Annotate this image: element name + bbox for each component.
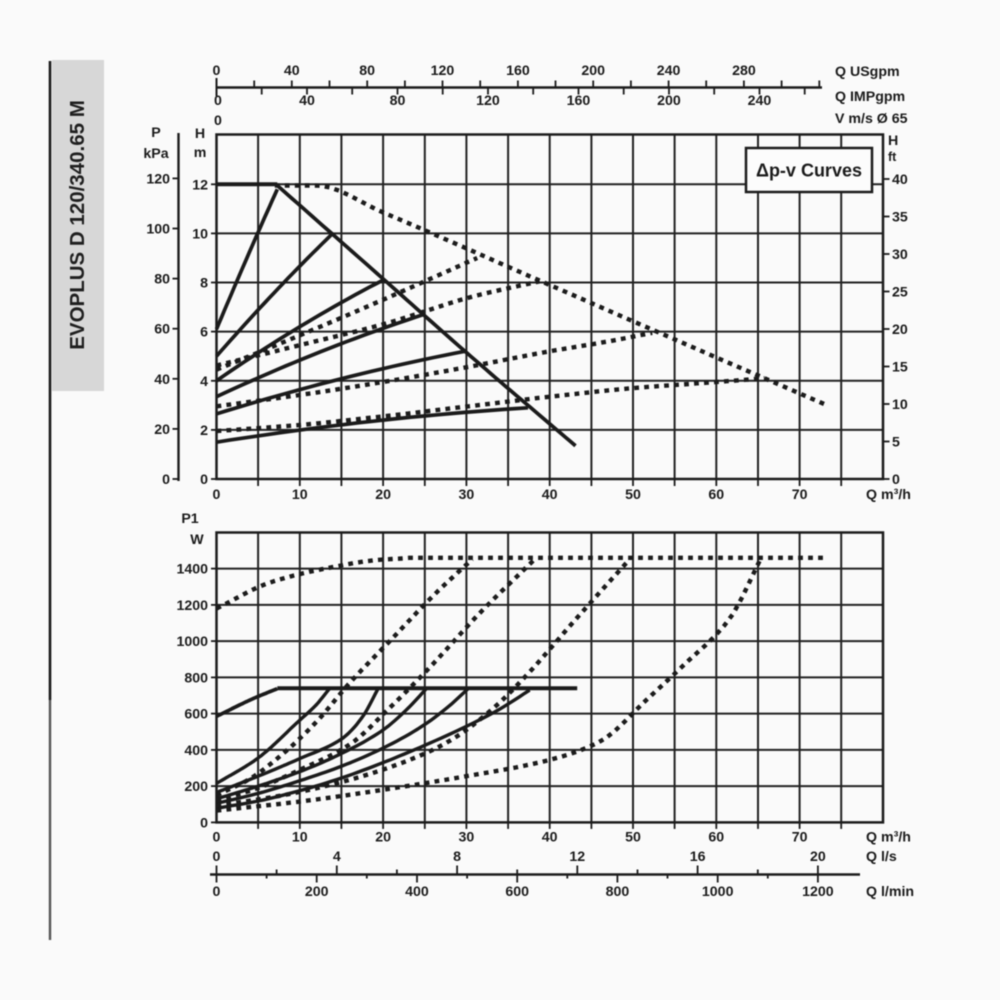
svg-text:ft: ft bbox=[888, 150, 897, 164]
svg-text:40: 40 bbox=[154, 372, 170, 388]
svg-text:20: 20 bbox=[154, 422, 170, 438]
svg-text:0: 0 bbox=[213, 63, 221, 79]
svg-text:P: P bbox=[151, 125, 160, 141]
svg-text:1400: 1400 bbox=[176, 562, 208, 578]
svg-text:240: 240 bbox=[657, 63, 681, 79]
svg-text:W: W bbox=[190, 532, 204, 548]
svg-text:70: 70 bbox=[792, 487, 808, 503]
svg-text:4: 4 bbox=[200, 374, 208, 390]
svg-text:1200: 1200 bbox=[802, 884, 834, 900]
svg-text:60: 60 bbox=[708, 830, 724, 846]
svg-text:120: 120 bbox=[476, 93, 500, 109]
svg-text:50: 50 bbox=[625, 830, 641, 846]
svg-text:30: 30 bbox=[459, 487, 475, 503]
svg-text:80: 80 bbox=[390, 93, 406, 109]
svg-text:Δp-v Curves: Δp-v Curves bbox=[756, 161, 862, 181]
svg-text:25: 25 bbox=[892, 285, 908, 301]
svg-text:200: 200 bbox=[657, 93, 681, 109]
svg-text:60: 60 bbox=[708, 487, 724, 503]
svg-text:600: 600 bbox=[505, 884, 529, 900]
svg-text:Q USgpm: Q USgpm bbox=[835, 64, 900, 80]
svg-text:40: 40 bbox=[299, 93, 315, 109]
svg-text:0: 0 bbox=[214, 93, 222, 109]
svg-text:280: 280 bbox=[732, 63, 756, 79]
svg-text:160: 160 bbox=[567, 93, 591, 109]
svg-text:0: 0 bbox=[214, 113, 222, 129]
svg-text:kPa: kPa bbox=[143, 146, 168, 162]
svg-text:4: 4 bbox=[333, 849, 341, 865]
svg-text:12: 12 bbox=[569, 849, 585, 865]
svg-text:15: 15 bbox=[892, 360, 908, 376]
svg-text:800: 800 bbox=[606, 884, 630, 900]
svg-text:12: 12 bbox=[192, 177, 208, 193]
svg-text:160: 160 bbox=[506, 63, 530, 79]
svg-text:400: 400 bbox=[184, 743, 208, 759]
svg-text:8: 8 bbox=[200, 276, 208, 292]
svg-text:30: 30 bbox=[459, 830, 475, 846]
svg-text:10: 10 bbox=[192, 226, 208, 242]
svg-text:10: 10 bbox=[292, 487, 308, 503]
svg-text:30: 30 bbox=[892, 247, 908, 263]
svg-text:100: 100 bbox=[146, 222, 170, 238]
svg-text:6: 6 bbox=[200, 325, 208, 341]
svg-text:10: 10 bbox=[892, 397, 908, 413]
svg-text:P1: P1 bbox=[181, 511, 198, 527]
svg-text:120: 120 bbox=[146, 171, 170, 187]
svg-text:0: 0 bbox=[213, 487, 221, 503]
svg-text:H: H bbox=[888, 133, 898, 149]
svg-text:1000: 1000 bbox=[702, 884, 734, 900]
svg-text:V m/s Ø 65: V m/s Ø 65 bbox=[835, 111, 908, 127]
svg-text:2: 2 bbox=[200, 423, 208, 439]
svg-text:0: 0 bbox=[892, 472, 900, 488]
svg-text:1000: 1000 bbox=[176, 634, 208, 650]
svg-text:70: 70 bbox=[792, 830, 808, 846]
svg-text:240: 240 bbox=[748, 93, 772, 109]
svg-text:200: 200 bbox=[184, 779, 208, 795]
svg-text:10: 10 bbox=[292, 830, 308, 846]
svg-text:Q l/min: Q l/min bbox=[866, 884, 914, 900]
svg-text:Q m³/h: Q m³/h bbox=[866, 487, 911, 503]
svg-text:40: 40 bbox=[284, 63, 300, 79]
svg-text:Q m³/h: Q m³/h bbox=[866, 830, 911, 846]
svg-text:H: H bbox=[195, 126, 205, 142]
svg-text:120: 120 bbox=[431, 63, 455, 79]
svg-text:60: 60 bbox=[154, 322, 170, 338]
svg-text:20: 20 bbox=[375, 487, 391, 503]
svg-text:40: 40 bbox=[542, 830, 558, 846]
svg-text:0: 0 bbox=[213, 849, 221, 865]
svg-text:5: 5 bbox=[892, 435, 900, 451]
svg-text:8: 8 bbox=[453, 849, 461, 865]
svg-text:1200: 1200 bbox=[176, 598, 208, 614]
svg-text:Q IMPgpm: Q IMPgpm bbox=[835, 89, 905, 105]
svg-text:0: 0 bbox=[200, 472, 208, 488]
svg-text:20: 20 bbox=[810, 849, 826, 865]
svg-text:EVOPLUS D 120/340.65 M: EVOPLUS D 120/340.65 M bbox=[66, 100, 89, 350]
svg-text:16: 16 bbox=[690, 849, 706, 865]
svg-text:35: 35 bbox=[892, 210, 908, 226]
svg-text:200: 200 bbox=[305, 884, 329, 900]
svg-text:0: 0 bbox=[162, 472, 170, 488]
svg-text:Q l/s: Q l/s bbox=[866, 849, 897, 865]
svg-text:40: 40 bbox=[892, 172, 908, 188]
svg-text:80: 80 bbox=[359, 63, 375, 79]
svg-text:200: 200 bbox=[581, 63, 605, 79]
svg-text:800: 800 bbox=[184, 670, 208, 686]
svg-text:0: 0 bbox=[200, 815, 208, 831]
svg-text:50: 50 bbox=[625, 487, 641, 503]
svg-text:m: m bbox=[194, 145, 207, 161]
svg-text:20: 20 bbox=[892, 322, 908, 338]
svg-text:400: 400 bbox=[405, 884, 429, 900]
svg-text:600: 600 bbox=[184, 707, 208, 723]
svg-text:20: 20 bbox=[375, 830, 391, 846]
svg-text:40: 40 bbox=[542, 487, 558, 503]
svg-text:0: 0 bbox=[213, 884, 221, 900]
svg-text:0: 0 bbox=[213, 830, 221, 846]
svg-text:80: 80 bbox=[154, 272, 170, 288]
